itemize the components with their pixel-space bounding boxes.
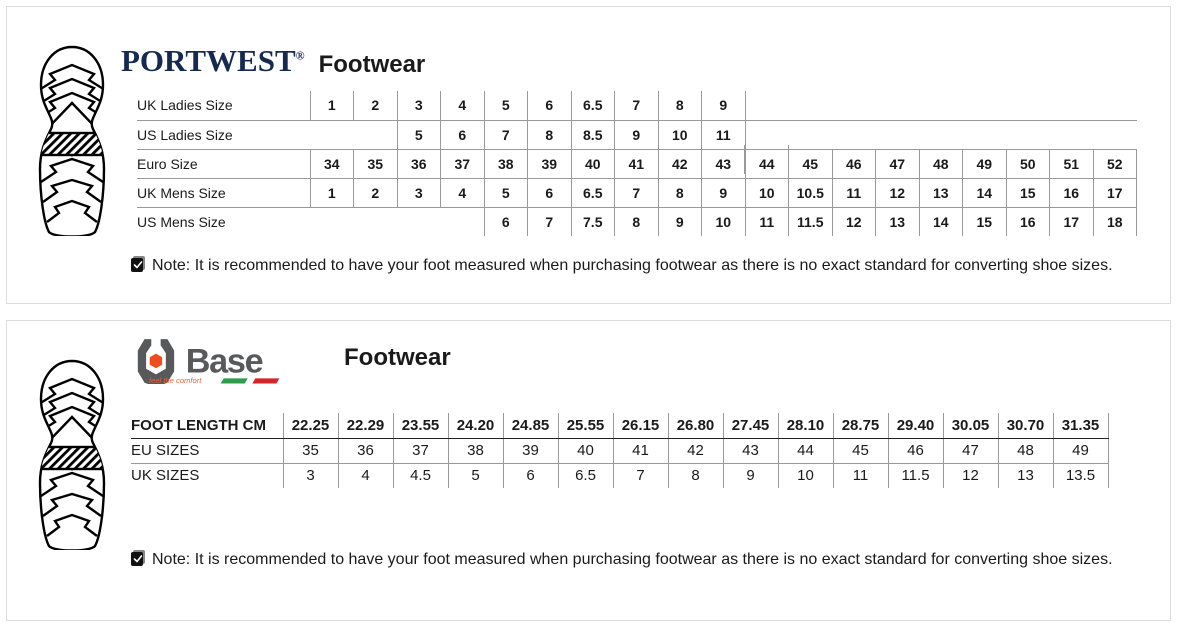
svg-text:Base: Base [186, 343, 263, 381]
svg-text:feel the comfort: feel the comfort [149, 376, 202, 384]
